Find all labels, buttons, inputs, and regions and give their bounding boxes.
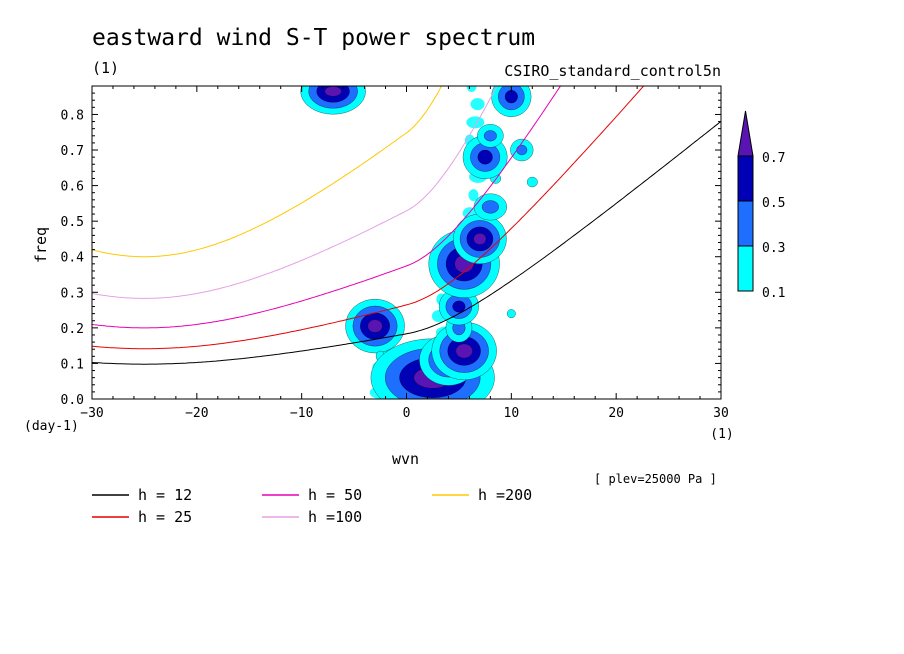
- x-tick-label: −30: [80, 406, 103, 421]
- contour-layer: [300, 86, 538, 399]
- dispersion-curve-100: [92, 86, 498, 299]
- contour-blob: [506, 309, 516, 319]
- plev-note: [ plev=25000 Pa ]: [594, 472, 717, 486]
- x-tick-label: 10: [504, 406, 520, 421]
- dispersion-curve-200: [92, 86, 443, 258]
- y-tick-label: 0.5: [61, 215, 84, 230]
- contour-blob: [452, 300, 466, 313]
- legend-label-100: h =100: [308, 508, 362, 526]
- x-tick-label: 20: [608, 406, 624, 421]
- x-axis-unit: (1): [710, 427, 733, 442]
- x-tick-label: −20: [185, 406, 208, 421]
- legend-label-50: h = 50: [308, 486, 362, 504]
- legend-label-12: h = 12: [138, 486, 192, 504]
- colorbar-segment: [737, 245, 754, 292]
- colorbar-label: 0.7: [762, 151, 785, 166]
- contour-band-cell: [466, 116, 485, 129]
- contour-band-cell: [470, 98, 485, 111]
- chart-subtitle-right: CSIRO_standard_control5n: [504, 62, 721, 80]
- contour-blob: [367, 319, 383, 333]
- y-tick-label: 0.3: [61, 286, 84, 301]
- y-tick-label: 0.7: [61, 144, 84, 159]
- colorbar-label: 0.3: [762, 241, 785, 256]
- colorbar-segment: [737, 155, 754, 202]
- dispersion-curve-50: [92, 86, 562, 329]
- chart-subtitle-left: (1): [92, 59, 119, 77]
- contour-blob: [455, 343, 473, 359]
- contour-blob: [477, 149, 493, 165]
- x-axis-label: wvn: [392, 450, 419, 468]
- colorbar: 0.7 0.5 0.3 0.1: [737, 110, 785, 301]
- colorbar-extend-triangle: [737, 110, 754, 157]
- colorbar-label: 0.1: [762, 286, 785, 301]
- colorbar-label: 0.5: [762, 196, 785, 211]
- legend-label-25: h = 25: [138, 508, 192, 526]
- y-tick-label: 0.2: [61, 322, 84, 337]
- y-axis-label: freq: [32, 227, 50, 263]
- chart-title: eastward wind S-T power spectrum: [92, 25, 535, 51]
- y-tick-label: 0.0: [61, 393, 84, 408]
- y-axis-unit: (day-1): [24, 419, 79, 434]
- x-tick-label: −10: [290, 406, 313, 421]
- dispersion-curves: [92, 86, 721, 365]
- legend-label-200: h =200: [478, 486, 532, 504]
- legend: h = 12 h = 25 h = 50 h =100 h =200: [92, 486, 532, 526]
- dispersion-curve-25: [92, 86, 645, 350]
- y-tick-label: 0.4: [61, 251, 85, 266]
- contour-blob: [324, 86, 342, 97]
- contour-blob: [504, 90, 518, 104]
- dispersion-curve-12: [92, 120, 721, 365]
- y-tick-label: 0.6: [61, 180, 84, 195]
- colorbar-segment: [737, 200, 754, 247]
- contour-blob: [473, 233, 487, 245]
- contour-blob: [526, 176, 538, 188]
- x-tick-label: 0: [403, 406, 411, 421]
- axis-ticks: −30 −20 −10 0 10 20 30 0.0 0.1 0.2 0.3 0.4 0.5 0.6 0.7…: [61, 85, 729, 421]
- contour-band-cell: [468, 189, 479, 202]
- contour-blob: [483, 130, 497, 142]
- y-tick-label: 0.8: [61, 108, 84, 123]
- contour-blob: [481, 200, 499, 214]
- contour-blob: [516, 144, 528, 156]
- x-tick-label: 30: [713, 406, 729, 421]
- y-tick-label: 0.1: [61, 357, 84, 372]
